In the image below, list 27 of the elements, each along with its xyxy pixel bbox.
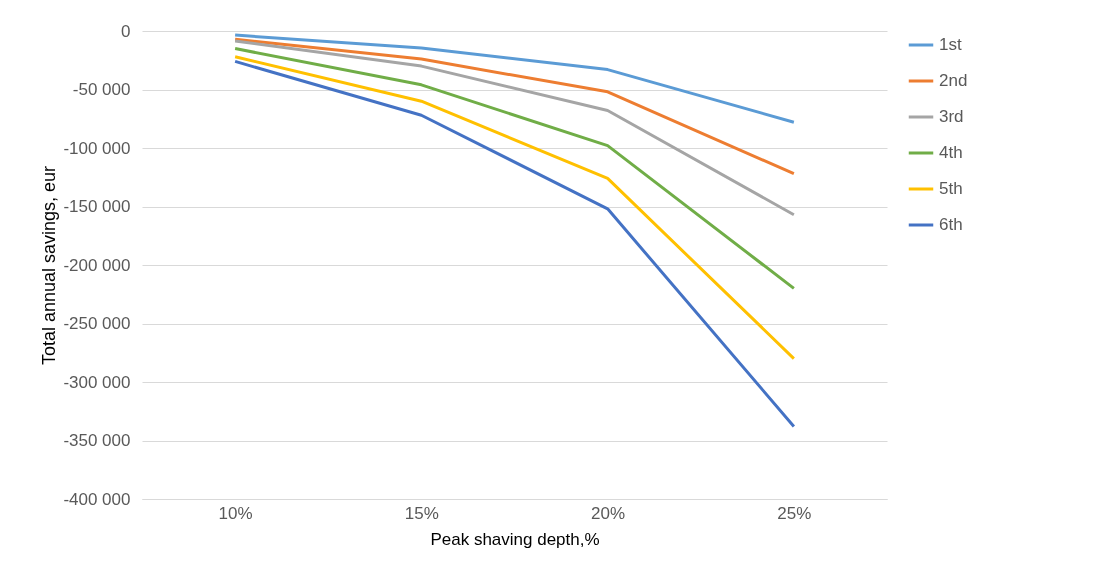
x-tick-label: 10%: [218, 503, 253, 523]
y-axis-title: Total annual savings, eur: [39, 165, 60, 366]
line-series: [233, 47, 796, 290]
line-series: [233, 37, 796, 176]
legend-label: 2nd: [939, 71, 968, 90]
y-tick-label: -200 000: [63, 255, 131, 275]
y-tick-label: -300 000: [63, 372, 131, 392]
line-series: [233, 33, 796, 124]
y-tick-label: -150 000: [63, 197, 131, 216]
y-tick-label: -350 000: [63, 431, 131, 450]
x-tick-label: 25%: [777, 503, 812, 523]
x-tick-label: 20%: [591, 503, 626, 523]
x-axis-title: Peak shaving depth,%: [430, 529, 600, 549]
line-series: [233, 39, 796, 217]
legend-label: 6th: [939, 215, 963, 234]
y-tick-label: -100 000: [63, 138, 131, 158]
legend-label: 5th: [939, 179, 963, 198]
legend-label: 3rd: [939, 107, 964, 126]
y-tick-label: -250 000: [63, 314, 131, 333]
y-tick-label: -50 000: [72, 80, 131, 99]
x-tick-label: 15%: [404, 503, 439, 523]
legend-label: 4th: [939, 143, 963, 162]
y-tick-label: -400 000: [63, 489, 131, 509]
y-tick-label: 0: [121, 21, 131, 41]
legend-label: 1st: [939, 35, 962, 54]
line-series: [233, 55, 796, 361]
line-series: [233, 59, 796, 428]
